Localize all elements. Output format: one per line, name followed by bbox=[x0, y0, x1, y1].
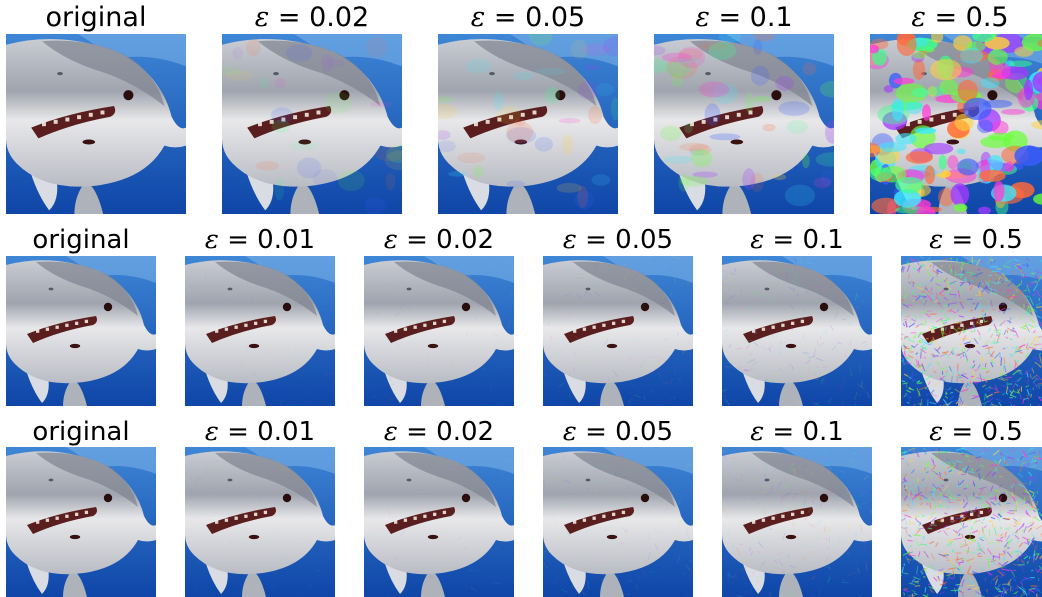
shark-illustration bbox=[543, 447, 693, 597]
epsilon-symbol: ε bbox=[929, 417, 943, 447]
epsilon-symbol: ε bbox=[695, 2, 710, 33]
epsilon-symbol: ε bbox=[384, 417, 398, 447]
image-panel: ε = 0.01 bbox=[185, 0, 335, 596]
image-panel: original bbox=[6, 0, 156, 596]
perturbed-shark-image bbox=[543, 447, 693, 597]
epsilon-symbol: ε bbox=[563, 417, 577, 447]
epsilon-symbol: ε bbox=[205, 417, 219, 447]
original-label: original bbox=[32, 417, 129, 447]
shark-illustration bbox=[6, 447, 156, 597]
image-panel: ε = 0.05 bbox=[543, 0, 693, 596]
image-panel: ε = 0.1 bbox=[722, 0, 872, 596]
shark-illustration bbox=[901, 447, 1042, 597]
perturbed-shark-image bbox=[722, 447, 872, 597]
perturbed-shark-image bbox=[364, 447, 514, 597]
epsilon-value: = 0.05 bbox=[585, 417, 673, 447]
image-panel: ε = 0.5 bbox=[901, 0, 1042, 596]
shark-illustration bbox=[185, 447, 335, 597]
epsilon-value: = 0.01 bbox=[227, 417, 315, 447]
shark-illustration bbox=[364, 447, 514, 597]
perturbed-shark-image bbox=[901, 447, 1042, 597]
epsilon-value: = 0.02 bbox=[406, 417, 494, 447]
epsilon-value: = 0.5 bbox=[951, 417, 1022, 447]
shark-illustration bbox=[722, 447, 872, 597]
panel-label: ε = 0.5 bbox=[871, 419, 1042, 445]
epsilon-symbol: ε bbox=[750, 417, 764, 447]
epsilon-value: = 0.1 bbox=[772, 417, 843, 447]
original-shark-image bbox=[6, 447, 156, 597]
perturbed-shark-image bbox=[185, 447, 335, 597]
image-panel: ε = 0.02 bbox=[364, 0, 514, 596]
